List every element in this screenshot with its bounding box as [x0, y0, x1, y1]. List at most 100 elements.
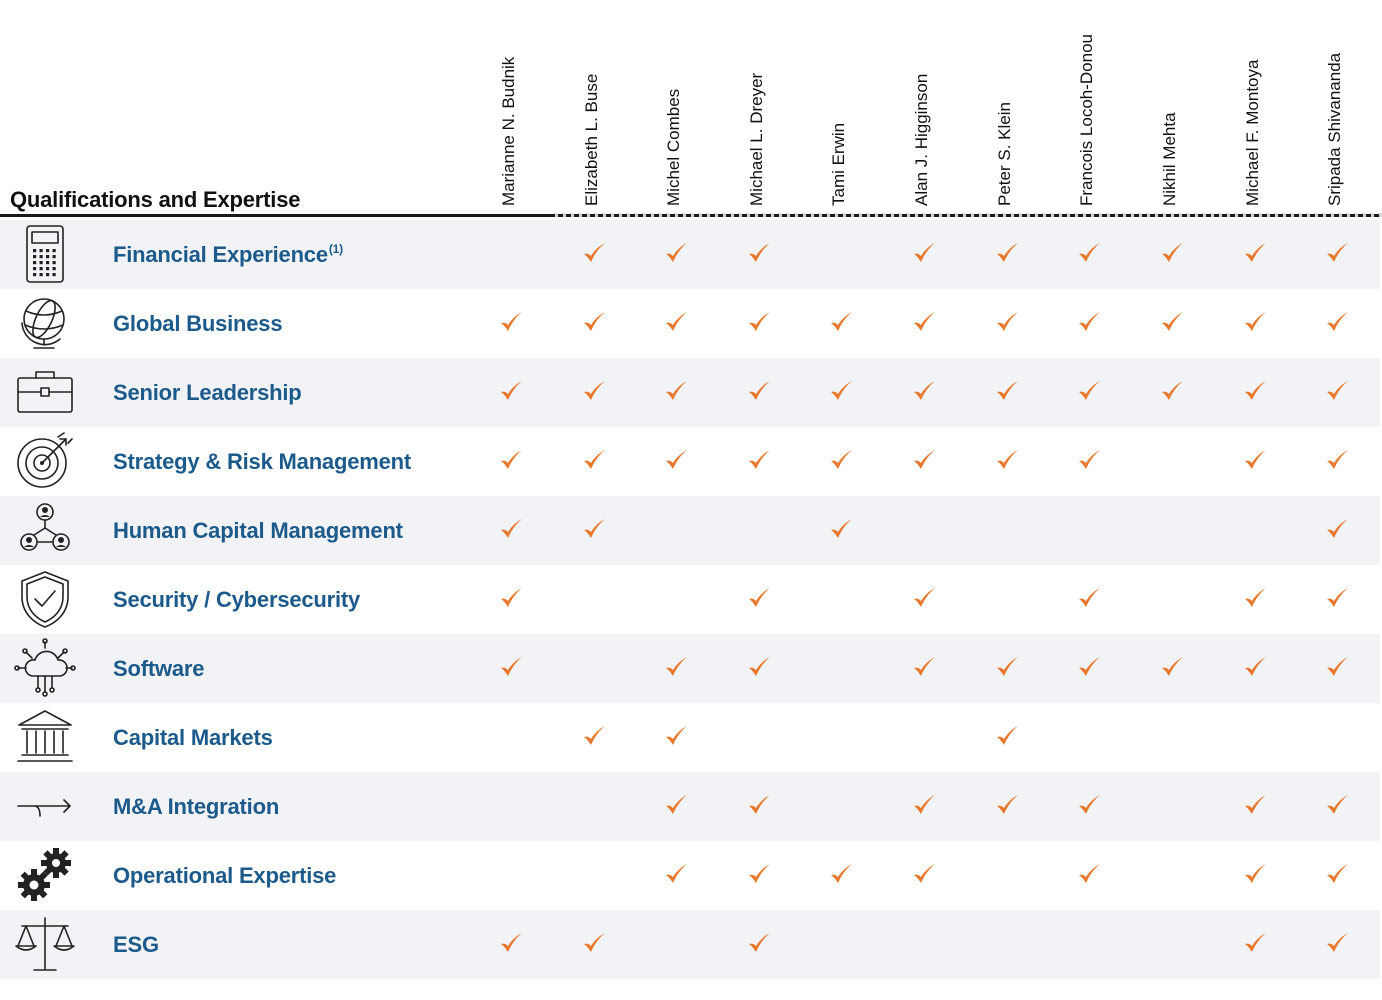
footnote-marker: (1) [328, 242, 343, 256]
checkmark-icon [498, 309, 524, 335]
qualification-label: Operational Expertise [113, 863, 336, 889]
director-name: Marianne N. Budnik [499, 56, 518, 206]
checkmark-icon [1324, 792, 1350, 818]
qualification-label: Senior Leadership [113, 380, 302, 406]
qualification-label-text: ESG [113, 932, 159, 957]
checkmark-icon [746, 792, 772, 818]
director-name: Elizabeth L. Buse [582, 73, 601, 206]
qualification-label-text: Human Capital Management [113, 518, 403, 543]
target-icon [14, 431, 76, 491]
director-name: Sripada Shivananda [1325, 52, 1344, 206]
checkmark-icon [746, 654, 772, 680]
checkmark-icon [746, 861, 772, 887]
checkmark-icon [911, 654, 937, 680]
qualification-rows: Financial Experience(1) Global Business Se… [0, 220, 1380, 979]
qualification-label-text: Senior Leadership [113, 380, 302, 405]
checkmark-icon [1242, 654, 1268, 680]
director-header-peter-s-klein: Peter S. Klein [995, 6, 1019, 206]
checkmark-icon [663, 723, 689, 749]
checkmark-icon [911, 861, 937, 887]
checkmark-icon [663, 378, 689, 404]
qualification-row-manda-integration: M&A Integration [0, 772, 1380, 841]
checkmark-icon [994, 447, 1020, 473]
qualification-row-global-business: Global Business [0, 289, 1380, 358]
director-header-michael-l-dreyer: Michael L. Dreyer [747, 6, 771, 206]
checkmark-icon [1076, 447, 1102, 473]
checkmark-icon [828, 378, 854, 404]
checkmark-icon [1242, 447, 1268, 473]
checkmark-icon [1076, 240, 1102, 266]
checkmark-icon [1324, 585, 1350, 611]
checkmark-icon [1242, 792, 1268, 818]
qualification-row-operational-expertise: Operational Expertise [0, 841, 1380, 910]
checkmark-icon [498, 930, 524, 956]
checkmark-icon [581, 930, 607, 956]
checkmark-icon [1076, 309, 1102, 335]
checkmark-icon [581, 723, 607, 749]
checkmark-icon [581, 378, 607, 404]
director-header-francois-locoh-donou: Francois Locoh-Donou [1077, 6, 1101, 206]
checkmark-icon [1324, 861, 1350, 887]
director-name: Francois Locoh-Donou [1077, 34, 1096, 206]
checkmark-icon [746, 309, 772, 335]
director-name: Nikhil Mehta [1160, 112, 1179, 206]
qualification-row-capital-markets: Capital Markets [0, 703, 1380, 772]
header-dotted-rule [555, 213, 1382, 217]
director-name: Michael L. Dreyer [747, 72, 766, 206]
people-network-icon [14, 500, 76, 560]
briefcase-icon [14, 362, 76, 422]
qualification-row-senior-leadership: Senior Leadership [0, 358, 1380, 427]
checkmark-icon [1076, 378, 1102, 404]
shield-check-icon [14, 569, 76, 629]
checkmark-icon [911, 378, 937, 404]
checkmark-icon [994, 654, 1020, 680]
qualification-label-text: Financial Experience [113, 242, 328, 267]
director-name: Michel Combes [664, 88, 683, 206]
qualification-label: Security / Cybersecurity [113, 587, 360, 613]
checkmark-icon [1324, 240, 1350, 266]
qualification-row-security-cybersecurity: Security / Cybersecurity [0, 565, 1380, 634]
qualification-row-strategy-and-risk-management: Strategy & Risk Management [0, 427, 1380, 496]
qualification-label: Financial Experience(1) [113, 242, 343, 268]
checkmark-icon [581, 309, 607, 335]
checkmark-icon [1324, 378, 1350, 404]
checkmark-icon [1324, 930, 1350, 956]
checkmark-icon [1242, 930, 1268, 956]
checkmark-icon [994, 240, 1020, 266]
checkmark-icon [746, 447, 772, 473]
qualification-label-text: Software [113, 656, 205, 681]
qualification-label-text: Operational Expertise [113, 863, 337, 888]
checkmark-icon [828, 447, 854, 473]
checkmark-icon [828, 861, 854, 887]
director-name: Michael F. Montoya [1243, 59, 1262, 206]
checkmark-icon [911, 585, 937, 611]
qualification-row-financial-experience: Financial Experience(1) [0, 220, 1380, 289]
checkmark-icon [911, 447, 937, 473]
checkmark-icon [663, 861, 689, 887]
globe-icon [14, 293, 76, 353]
qualification-label-text: Global Business [113, 311, 283, 336]
checkmark-icon [663, 309, 689, 335]
checkmark-icon [1324, 309, 1350, 335]
checkmark-icon [663, 792, 689, 818]
checkmark-icon [746, 585, 772, 611]
checkmark-icon [911, 240, 937, 266]
checkmark-icon [498, 585, 524, 611]
director-header-michael-f-montoya: Michael F. Montoya [1243, 6, 1267, 206]
qualification-label: ESG [113, 932, 159, 958]
checkmark-icon [498, 378, 524, 404]
checkmark-icon [746, 930, 772, 956]
checkmark-icon [1324, 516, 1350, 542]
checkmark-icon [746, 378, 772, 404]
bank-building-icon [14, 707, 76, 767]
director-name: Peter S. Klein [995, 102, 1014, 206]
qualification-label-text: Strategy & Risk Management [113, 449, 411, 474]
qualification-row-software: Software [0, 634, 1380, 703]
director-header-elizabeth-l-buse: Elizabeth L. Buse [582, 6, 606, 206]
checkmark-icon [1076, 792, 1102, 818]
qualification-label: Strategy & Risk Management [113, 449, 411, 475]
checkmark-icon [1076, 861, 1102, 887]
checkmark-icon [581, 240, 607, 266]
qualification-label: Capital Markets [113, 725, 273, 751]
